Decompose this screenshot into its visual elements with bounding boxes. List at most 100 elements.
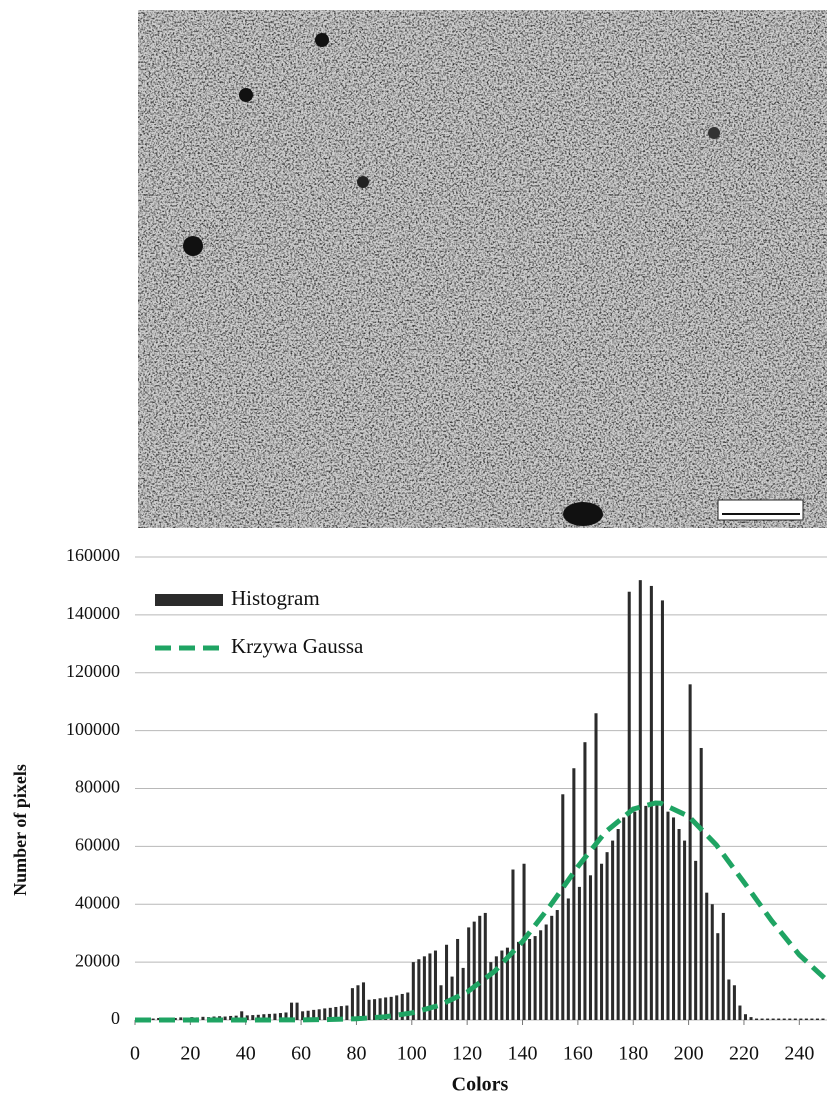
histogram-bar — [766, 1019, 769, 1020]
histogram-bar — [445, 945, 448, 1020]
histogram-bar — [395, 995, 398, 1020]
y-tick-label: 0 — [111, 1008, 120, 1028]
histogram-bar — [473, 922, 476, 1020]
histogram-bar — [467, 927, 470, 1020]
histogram-bar — [777, 1019, 780, 1020]
histogram-bar — [794, 1019, 797, 1020]
histogram-bar — [644, 806, 647, 1020]
histogram-bar — [356, 985, 359, 1020]
histogram-bar — [738, 1006, 741, 1020]
histogram-bar — [744, 1014, 747, 1020]
histogram-bar — [694, 861, 697, 1020]
histogram-bar — [606, 852, 609, 1020]
histogram-bar — [201, 1017, 204, 1020]
histogram-bar — [617, 829, 620, 1020]
histogram-bar — [478, 916, 481, 1020]
x-tick-label: 60 — [291, 1043, 311, 1065]
x-tick-label: 80 — [346, 1043, 366, 1065]
x-tick-label: 40 — [236, 1043, 256, 1065]
histogram-bar — [550, 916, 553, 1020]
histogram-bar — [783, 1019, 786, 1020]
histogram-bar — [528, 939, 531, 1020]
histogram-bar — [810, 1019, 813, 1020]
histogram-bar — [152, 1019, 155, 1020]
histogram-bar — [678, 829, 681, 1020]
y-tick-label: 120000 — [66, 661, 120, 681]
histogram-bar — [816, 1019, 819, 1020]
histogram-bar — [539, 930, 542, 1020]
histogram-bar — [805, 1019, 808, 1020]
x-tick-label: 240 — [784, 1043, 814, 1065]
histogram-bar — [583, 742, 586, 1020]
histogram-bar — [672, 817, 675, 1020]
histogram-bar — [511, 870, 514, 1020]
histogram-bar — [561, 794, 564, 1020]
histogram-bar — [628, 592, 631, 1020]
x-tick-label: 120 — [452, 1043, 482, 1065]
histogram-bar — [622, 817, 625, 1020]
histogram-bar — [611, 841, 614, 1020]
histogram-bar — [456, 939, 459, 1020]
x-axis-label: Colors — [452, 1074, 509, 1096]
x-tick-label: 180 — [618, 1043, 648, 1065]
page: Number of pixels Colors 0200004000060000… — [0, 0, 827, 1104]
histogram-bar — [722, 913, 725, 1020]
histogram-bar — [772, 1019, 775, 1020]
histogram-bar — [534, 936, 537, 1020]
histogram-bar — [345, 1006, 348, 1020]
x-tick-label: 200 — [674, 1043, 704, 1065]
histogram-bar — [683, 841, 686, 1020]
histogram-bar — [273, 1014, 276, 1020]
histogram-bar — [556, 910, 559, 1020]
y-axis-label: Number of pixels — [10, 764, 30, 896]
histogram-bar — [639, 580, 642, 1020]
histogram-bar — [755, 1019, 758, 1020]
histogram-bar — [661, 600, 664, 1020]
figure: Number of pixels Colors 0200004000060000… — [0, 0, 827, 1099]
histogram-bar — [572, 768, 575, 1020]
histogram-bar — [567, 898, 570, 1020]
x-tick-label: 0 — [130, 1043, 140, 1065]
histogram-bar — [633, 812, 636, 1020]
legend-label: Krzywa Gaussa — [231, 634, 364, 658]
histogram-bar — [439, 985, 442, 1020]
histogram-bar — [749, 1017, 752, 1020]
histogram-bar — [462, 968, 465, 1020]
legend-swatch — [155, 594, 223, 606]
histogram-bar — [700, 748, 703, 1020]
histogram-bar — [733, 985, 736, 1020]
histogram-bar — [711, 904, 714, 1020]
y-tick-label: 80000 — [75, 777, 120, 797]
histogram-bar — [417, 959, 420, 1020]
histogram-bar — [368, 1000, 371, 1020]
x-tick-label: 220 — [729, 1043, 759, 1065]
histogram-bar — [705, 893, 708, 1020]
histogram-bar — [434, 951, 437, 1020]
histogram-bar — [727, 979, 730, 1020]
histogram-bar — [689, 684, 692, 1020]
x-tick-label: 20 — [180, 1043, 200, 1065]
histogram-bar — [351, 988, 354, 1020]
histogram-bar — [251, 1015, 254, 1020]
micrograph — [138, 10, 827, 528]
histogram-bar — [179, 1017, 182, 1020]
histogram-bar — [495, 956, 498, 1020]
histogram-bar — [296, 1003, 299, 1020]
histogram-bar — [799, 1019, 802, 1020]
legend-label: Histogram — [231, 586, 320, 610]
histogram-bar — [589, 875, 592, 1020]
histogram-bar — [655, 803, 658, 1020]
x-tick-label: 140 — [508, 1043, 538, 1065]
histogram-bar — [600, 864, 603, 1020]
histogram-bar — [517, 942, 520, 1020]
histogram-bar — [761, 1019, 764, 1020]
histogram-bar — [594, 713, 597, 1020]
histogram-bar — [821, 1019, 824, 1020]
histogram-bar — [666, 812, 669, 1020]
y-tick-label: 100000 — [66, 719, 120, 739]
y-tick-label: 60000 — [75, 835, 120, 855]
y-tick-label: 160000 — [66, 545, 120, 565]
histogram-bar — [362, 982, 365, 1020]
y-tick-label: 40000 — [75, 892, 120, 912]
histogram-bar — [578, 887, 581, 1020]
